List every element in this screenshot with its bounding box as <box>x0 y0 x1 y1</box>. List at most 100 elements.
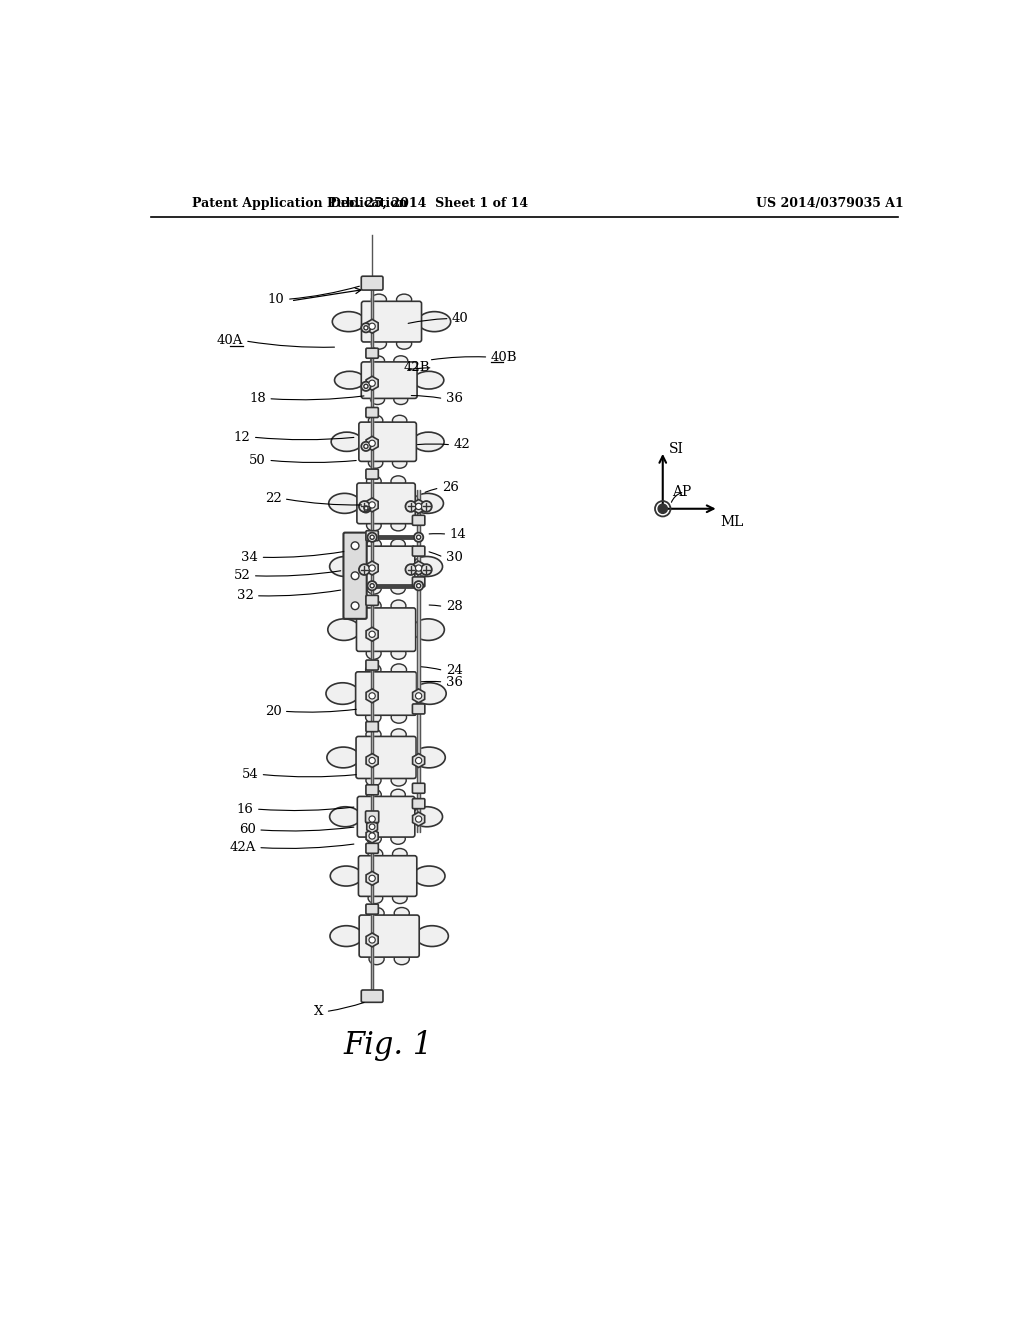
Ellipse shape <box>327 747 359 768</box>
FancyBboxPatch shape <box>366 595 378 606</box>
Circle shape <box>416 758 422 764</box>
Text: Dec. 25, 2014  Sheet 1 of 14: Dec. 25, 2014 Sheet 1 of 14 <box>330 197 527 210</box>
FancyBboxPatch shape <box>413 799 425 809</box>
FancyBboxPatch shape <box>356 737 416 779</box>
Text: 12: 12 <box>233 430 251 444</box>
Text: X: X <box>314 1005 324 1018</box>
FancyBboxPatch shape <box>358 422 417 462</box>
Text: 30: 30 <box>445 550 463 564</box>
FancyBboxPatch shape <box>366 722 378 731</box>
Circle shape <box>369 631 375 638</box>
Circle shape <box>406 502 417 512</box>
Ellipse shape <box>367 789 381 800</box>
FancyBboxPatch shape <box>357 546 415 587</box>
FancyBboxPatch shape <box>413 515 425 525</box>
FancyBboxPatch shape <box>356 609 416 651</box>
FancyBboxPatch shape <box>357 796 415 837</box>
FancyBboxPatch shape <box>413 546 425 556</box>
Ellipse shape <box>394 395 408 404</box>
FancyBboxPatch shape <box>361 362 417 399</box>
Ellipse shape <box>368 849 383 859</box>
Text: 26: 26 <box>442 482 459 495</box>
Ellipse shape <box>416 925 449 946</box>
Ellipse shape <box>391 601 406 612</box>
Polygon shape <box>367 821 378 833</box>
FancyBboxPatch shape <box>413 783 425 793</box>
Ellipse shape <box>391 664 407 676</box>
Circle shape <box>361 503 371 512</box>
Ellipse shape <box>391 475 406 487</box>
Circle shape <box>369 937 375 942</box>
Polygon shape <box>367 376 378 391</box>
Text: 22: 22 <box>264 492 282 506</box>
Ellipse shape <box>330 925 362 946</box>
FancyBboxPatch shape <box>366 660 378 671</box>
Text: 40: 40 <box>452 312 469 325</box>
Polygon shape <box>367 437 378 450</box>
FancyBboxPatch shape <box>413 577 425 587</box>
Polygon shape <box>367 829 378 843</box>
Polygon shape <box>413 812 425 826</box>
Polygon shape <box>367 498 378 512</box>
Ellipse shape <box>371 356 385 366</box>
Text: 42A: 42A <box>229 841 256 854</box>
Ellipse shape <box>331 432 362 451</box>
Ellipse shape <box>392 892 408 904</box>
Ellipse shape <box>414 866 445 886</box>
Ellipse shape <box>326 682 359 705</box>
Ellipse shape <box>391 647 406 659</box>
Ellipse shape <box>329 494 360 513</box>
Text: 24: 24 <box>445 664 463 677</box>
Ellipse shape <box>392 416 407 426</box>
Ellipse shape <box>331 866 362 886</box>
Circle shape <box>351 541 359 549</box>
Text: 36: 36 <box>445 676 463 689</box>
Ellipse shape <box>372 294 386 305</box>
Text: Patent Application Publication: Patent Application Publication <box>191 197 408 210</box>
Text: Fig. 1: Fig. 1 <box>343 1030 432 1061</box>
Ellipse shape <box>367 475 381 487</box>
FancyBboxPatch shape <box>366 904 378 915</box>
FancyBboxPatch shape <box>357 483 416 524</box>
Text: 32: 32 <box>237 589 254 602</box>
Text: 40B: 40B <box>490 351 517 363</box>
Circle shape <box>369 875 375 882</box>
Ellipse shape <box>367 647 381 659</box>
Circle shape <box>416 693 422 700</box>
Circle shape <box>417 583 421 587</box>
Circle shape <box>364 384 368 388</box>
Text: 42B: 42B <box>403 362 430 375</box>
Text: 40A: 40A <box>216 334 243 347</box>
FancyBboxPatch shape <box>366 810 379 822</box>
Ellipse shape <box>394 908 410 919</box>
Text: 10: 10 <box>268 293 285 306</box>
Ellipse shape <box>366 664 381 676</box>
Ellipse shape <box>371 395 385 404</box>
Ellipse shape <box>418 312 451 331</box>
Ellipse shape <box>368 892 383 904</box>
Circle shape <box>414 532 423 543</box>
Ellipse shape <box>412 557 442 577</box>
Text: 34: 34 <box>242 550 258 564</box>
Circle shape <box>369 758 375 764</box>
Ellipse shape <box>391 775 407 785</box>
FancyBboxPatch shape <box>413 704 425 714</box>
Ellipse shape <box>367 583 381 594</box>
Ellipse shape <box>366 775 381 785</box>
Ellipse shape <box>366 729 381 741</box>
Text: 50: 50 <box>249 454 266 467</box>
Circle shape <box>416 816 422 822</box>
Ellipse shape <box>372 338 386 350</box>
FancyBboxPatch shape <box>358 855 417 896</box>
Ellipse shape <box>413 747 445 768</box>
Polygon shape <box>367 319 378 333</box>
Ellipse shape <box>330 557 360 577</box>
Ellipse shape <box>369 416 383 426</box>
Text: 14: 14 <box>450 528 466 541</box>
Polygon shape <box>413 561 425 576</box>
Text: 28: 28 <box>445 601 463 612</box>
Text: 52: 52 <box>233 569 251 582</box>
Ellipse shape <box>328 619 360 640</box>
Circle shape <box>368 581 377 590</box>
Ellipse shape <box>330 807 360 826</box>
